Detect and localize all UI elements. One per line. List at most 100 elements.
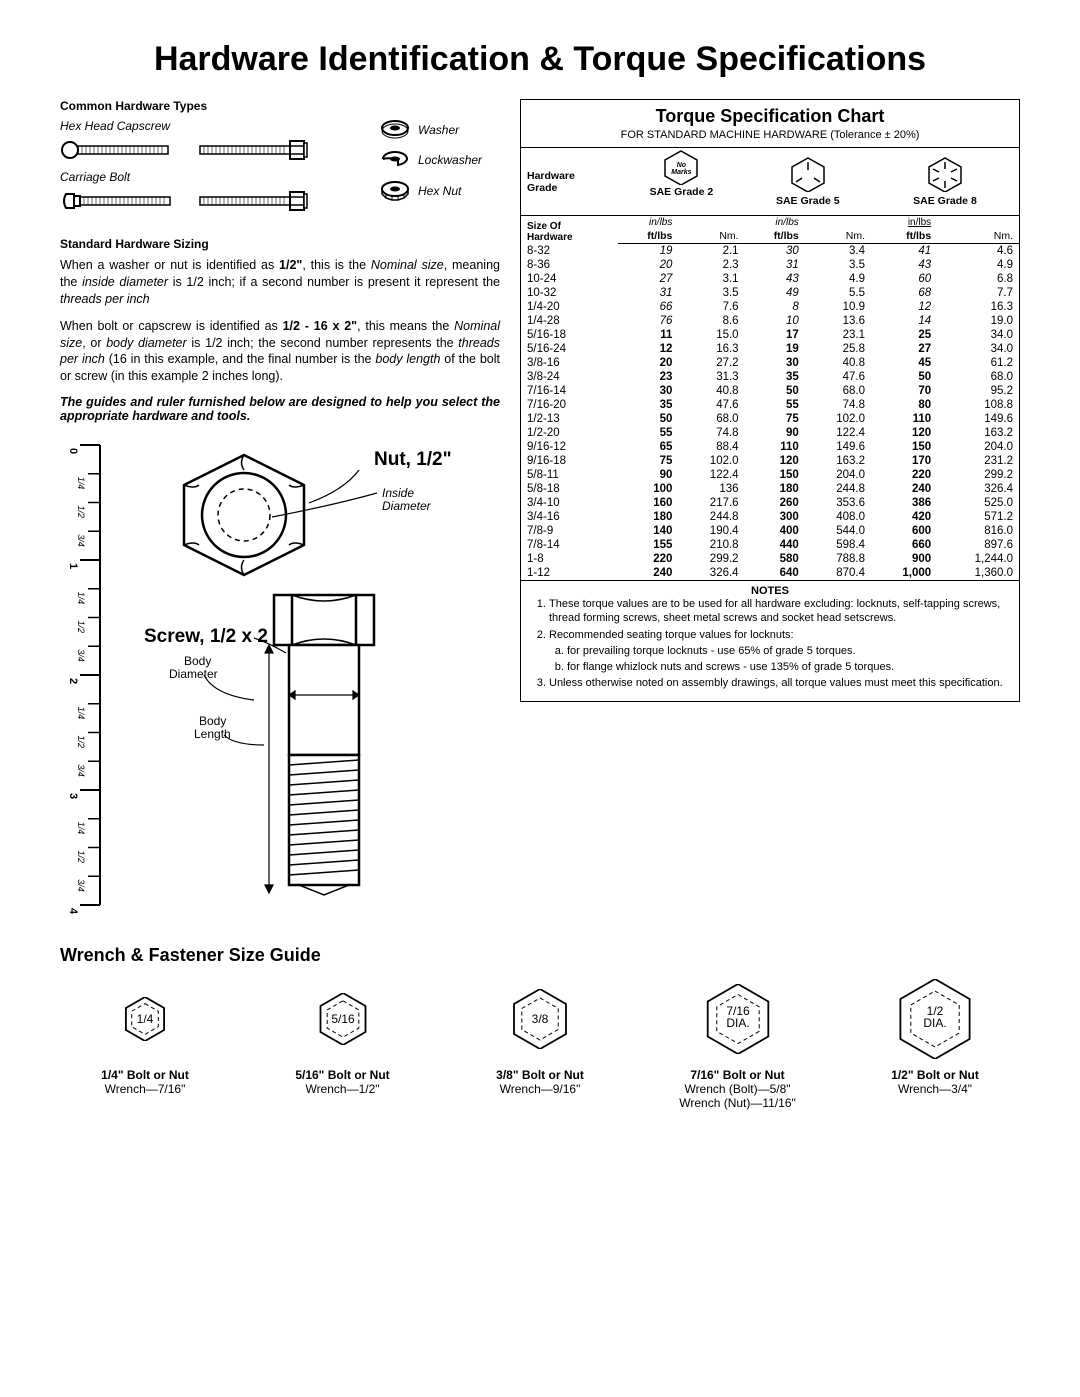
table-row: 8-36202.3313.5434.9 [521, 258, 1019, 272]
svg-text:7/16DIA.: 7/16DIA. [726, 1004, 750, 1030]
notes-heading: NOTES [521, 580, 1019, 597]
svg-text:1/4: 1/4 [76, 707, 86, 720]
carriage-bolt-label: Carriage Bolt [60, 170, 370, 184]
svg-text:1/2: 1/2 [76, 851, 86, 864]
table-row: 10-24273.1434.9606.8 [521, 272, 1019, 286]
svg-text:1/2: 1/2 [76, 506, 86, 519]
lockwasher-icon [380, 149, 410, 171]
left-column: Common Hardware Types Hex Head Capscrew [60, 99, 500, 915]
washer-label: Washer [418, 123, 459, 137]
hex-capscrew-label: Hex Head Capscrew [60, 119, 370, 133]
svg-text:1: 1 [67, 563, 79, 569]
table-row: 1-8220299.2580788.89001,244.0 [521, 552, 1019, 566]
table-row: 7/16-143040.85068.07095.2 [521, 384, 1019, 398]
table-row: 7/8-14155210.8440598.4660897.6 [521, 538, 1019, 552]
wrench-item: 3/8 3/8" Bolt or Nut Wrench—9/16" [455, 976, 625, 1110]
note-3: Unless otherwise noted on assembly drawi… [549, 676, 1009, 690]
svg-text:1/4: 1/4 [137, 1012, 154, 1026]
svg-text:3/4: 3/4 [76, 764, 86, 777]
page-title: Hardware Identification & Torque Specifi… [60, 40, 1020, 79]
wrench-spec-label: Wrench—3/4" [850, 1082, 1020, 1096]
svg-text:0: 0 [67, 448, 79, 454]
hardware-grade-header: Hardware Grade [521, 148, 618, 216]
wrench-title: Wrench & Fastener Size Guide [60, 945, 1020, 966]
table-row: 1/2-205574.890122.4120163.2 [521, 426, 1019, 440]
table-row: 3/4-16180244.8300408.0420571.2 [521, 510, 1019, 524]
hex-nut-icon [380, 179, 410, 203]
svg-text:1/2DIA.: 1/2DIA. [923, 1004, 946, 1030]
page: Hardware Identification & Torque Specifi… [0, 0, 1080, 1150]
wrench-size-label: 1/4" Bolt or Nut [60, 1068, 230, 1082]
inside-diameter-label: InsideDiameter [382, 486, 432, 513]
sizing-para-2: When bolt or capscrew is identified as 1… [60, 318, 500, 386]
table-row: 10-32313.5495.5687.7 [521, 286, 1019, 300]
body-diameter-label: BodyDiameter [169, 654, 218, 681]
nut-screw-diagram-icon: Nut, 1/2" InsideDiameter Screw, 1 [114, 435, 484, 915]
svg-text:3/4: 3/4 [76, 879, 86, 892]
table-row: 3/8-162027.23040.84561.2 [521, 356, 1019, 370]
grade5-header: SAE Grade 5 [745, 148, 871, 216]
hex-gauge-icon: 3/8 [510, 989, 570, 1049]
wrench-item: 1/2DIA. 1/2" Bolt or Nut Wrench—3/4" [850, 976, 1020, 1110]
wrench-size-label: 3/8" Bolt or Nut [455, 1068, 625, 1082]
svg-text:1/4: 1/4 [76, 822, 86, 835]
sizing-note: The guides and ruler furnished below are… [60, 395, 500, 423]
chart-subtitle: FOR STANDARD MACHINE HARDWARE (Tolerance… [521, 129, 1019, 148]
hex-gauge-icon: 1/4 [123, 997, 167, 1041]
inlbs-hdr: in/lbs [618, 216, 678, 230]
torque-table-body: 8-32192.1303.4414.68-36202.3313.5434.910… [521, 244, 1019, 581]
svg-text:3/4: 3/4 [76, 534, 86, 547]
svg-text:3: 3 [67, 793, 79, 799]
washer-icon [380, 119, 410, 141]
nut-label: Nut, 1/2" [374, 449, 452, 470]
wrench-row: 1/4 1/4" Bolt or Nut Wrench—7/16" 5/16 5… [60, 976, 1020, 1110]
wrench-spec-label: Wrench (Bolt)—5/8" [653, 1082, 823, 1096]
table-row: 9/16-1875102.0120163.2170231.2 [521, 454, 1019, 468]
svg-text:1/2: 1/2 [76, 621, 86, 634]
note-1: These torque values are to be used for a… [549, 597, 1009, 626]
notes-list: These torque values are to be used for a… [521, 597, 1019, 701]
main-columns: Common Hardware Types Hex Head Capscrew [60, 99, 1020, 915]
lockwasher-label: Lockwasher [418, 153, 482, 167]
table-row: 1-12240326.4640870.41,0001,360.0 [521, 566, 1019, 580]
wrench-spec-label: Wrench—9/16" [455, 1082, 625, 1096]
grade2-header: NoMarks SAE Grade 2 [618, 148, 744, 216]
ruler-icon: 01/41/23/411/41/23/421/41/23/431/41/23/4… [60, 435, 110, 915]
table-row: 7/8-9140190.4400544.0600816.0 [521, 524, 1019, 538]
hex-capscrew-icon [60, 133, 320, 167]
wrench-size-label: 7/16" Bolt or Nut [653, 1068, 823, 1082]
hardware-types-section: Common Hardware Types Hex Head Capscrew [60, 99, 500, 221]
svg-text:1/4: 1/4 [76, 477, 86, 490]
hex-gauge-icon: 5/16 [317, 993, 369, 1045]
sizing-heading: Standard Hardware Sizing [60, 237, 500, 251]
carriage-bolt-icon [60, 184, 320, 218]
svg-text:5/16: 5/16 [331, 1012, 355, 1026]
hardware-types-heading: Common Hardware Types [60, 99, 500, 113]
wrench-spec-label-2: Wrench (Nut)—11/16" [653, 1096, 823, 1110]
wrench-size-label: 1/2" Bolt or Nut [850, 1068, 1020, 1082]
svg-text:1/2: 1/2 [76, 736, 86, 749]
body-length-label: BodyLength [194, 714, 231, 741]
svg-text:2: 2 [67, 678, 79, 684]
table-row: 5/16-181115.01723.12534.0 [521, 328, 1019, 342]
table-row: 1/2-135068.075102.0110149.6 [521, 412, 1019, 426]
torque-chart-box: Torque Specification Chart FOR STANDARD … [520, 99, 1020, 702]
svg-text:1/4: 1/4 [76, 592, 86, 605]
torque-table: Hardware Grade NoMarks SAE Grade 2 SAE G… [521, 148, 1019, 580]
table-row: 1/4-20667.6810.91216.3 [521, 300, 1019, 314]
table-row: 3/4-10160217.6260353.6386525.0 [521, 496, 1019, 510]
wrench-spec-label: Wrench—7/16" [60, 1082, 230, 1096]
sizing-para-1: When a washer or nut is identified as 1/… [60, 257, 500, 308]
hex-nut-label: Hex Nut [418, 184, 461, 198]
subnote-b: for flange whizlock nuts and screws - us… [567, 660, 1009, 674]
svg-text:4: 4 [67, 908, 79, 915]
wrench-size-label: 5/16" Bolt or Nut [258, 1068, 428, 1082]
hex-gauge-icon: 1/2DIA. [895, 979, 975, 1059]
table-row: 5/8-1190122.4150204.0220299.2 [521, 468, 1019, 482]
table-row: 3/8-242331.33547.65068.0 [521, 370, 1019, 384]
subnote-a: for prevailing torque locknuts - use 65%… [567, 644, 1009, 658]
table-row: 8-32192.1303.4414.6 [521, 244, 1019, 259]
wrench-section: Wrench & Fastener Size Guide 1/4 1/4" Bo… [60, 945, 1020, 1110]
right-column: Torque Specification Chart FOR STANDARD … [520, 99, 1020, 915]
svg-text:3/8: 3/8 [532, 1012, 549, 1026]
